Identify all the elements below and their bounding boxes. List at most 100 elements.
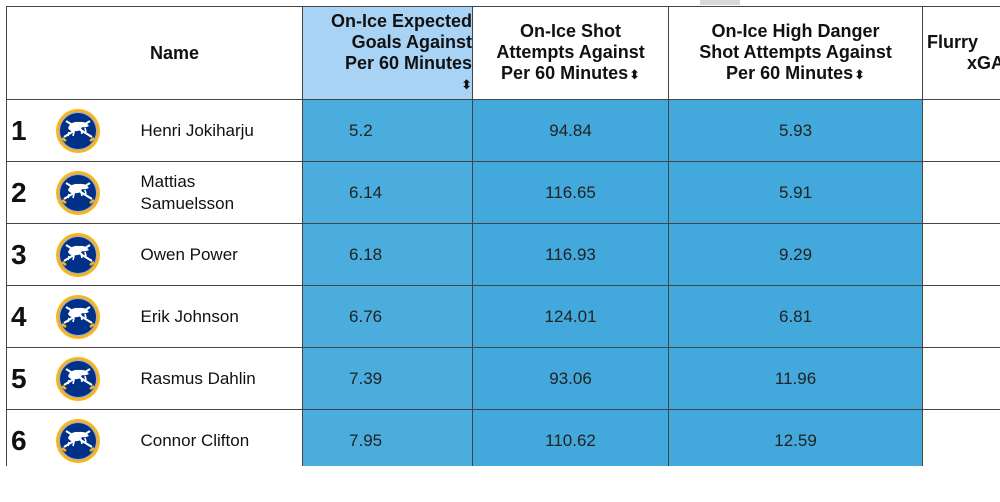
sabres-logo-icon — [55, 232, 100, 277]
column-header-name[interactable]: Name — [6, 6, 304, 100]
team-logo-cell — [46, 347, 111, 410]
player-name-cell[interactable]: Mattias Samuelsson — [110, 161, 304, 224]
player-name: Erik Johnson — [140, 306, 239, 326]
column-header-high-danger-attempts-against-per-60[interactable]: On-Ice High Danger Shot Attempts Against… — [668, 6, 924, 100]
rank-cell: 1 — [6, 99, 47, 162]
cell-value: 6.81 — [778, 306, 813, 326]
player-name: Henri Jokiharju — [140, 120, 254, 140]
table-row[interactable]: 3 Owen Power 6.18 116.93 9.29 — [6, 223, 1000, 286]
cell-value: 116.65 — [545, 182, 596, 202]
xga-per-60-cell: 5.2 — [302, 99, 474, 162]
table-row[interactable]: 4 Erik Johnson 6.76 124.01 6.81 — [6, 285, 1000, 348]
flurry-xga-cell — [922, 347, 1000, 410]
flurry-xga-cell — [922, 409, 1000, 466]
rank-number: 5 — [11, 362, 27, 394]
table-row[interactable]: 1 Henri Jokiharju 5.2 94.84 5.93 — [6, 99, 1000, 162]
header-line-text: Per 60 Minutes — [501, 63, 629, 83]
team-logo-cell — [46, 99, 111, 162]
shot-attempts-against-cell: 116.93 — [472, 223, 670, 286]
header-line: Per 60 Minutes⬍ — [670, 63, 922, 85]
player-name-cell[interactable]: Owen Power — [110, 223, 304, 286]
rank-cell: 4 — [6, 285, 47, 348]
rank-cell: 2 — [6, 161, 47, 224]
high-danger-attempts-cell: 5.93 — [668, 99, 924, 162]
cell-value: 5.2 — [349, 120, 373, 140]
sabres-logo-icon — [55, 170, 100, 215]
sabres-logo-icon — [55, 356, 100, 401]
header-line-text: Per 60 Minutes — [726, 63, 854, 83]
cell-value: 6.76 — [349, 306, 383, 326]
header-line-text: Per 60 Minutes — [344, 53, 473, 73]
rank-number: 2 — [11, 176, 27, 208]
player-name: Mattias — [140, 171, 196, 191]
cell-value: 5.91 — [778, 182, 813, 202]
cell-value: 9.29 — [778, 244, 813, 264]
table-header-row: Name On-Ice Expected Goals Against Per 6… — [6, 6, 1000, 100]
player-name: Connor Clifton — [140, 430, 250, 450]
rank-cell: 5 — [6, 347, 47, 410]
table-row[interactable]: 5 Rasmus Dahlin 7.39 93.06 11.96 — [6, 347, 1000, 410]
flurry-xga-cell — [922, 161, 1000, 224]
team-logo-cell — [46, 161, 111, 224]
cell-value: 7.39 — [349, 368, 383, 388]
xga-per-60-cell: 7.95 — [302, 409, 474, 466]
high-danger-attempts-cell: 6.81 — [668, 285, 924, 348]
table-row[interactable]: 2 Mattias Samuelsson 6.14 116.65 5.91 — [6, 161, 1000, 224]
header-line: On-Ice High Danger — [711, 21, 880, 41]
shot-attempts-against-cell: 94.84 — [472, 99, 670, 162]
high-danger-attempts-cell: 5.91 — [668, 161, 924, 224]
cell-value: 11.96 — [774, 368, 817, 388]
player-name: Owen Power — [140, 244, 238, 264]
xga-per-60-cell: 7.39 — [302, 347, 474, 410]
player-name: Rasmus Dahlin — [140, 368, 256, 388]
player-name-cell[interactable]: Rasmus Dahlin — [110, 347, 304, 410]
xga-per-60-cell: 6.18 — [302, 223, 474, 286]
defensemen-stats-table: Name On-Ice Expected Goals Against Per 6… — [6, 6, 1000, 466]
cell-value: 124.01 — [544, 306, 597, 326]
xga-per-60-cell: 6.14 — [302, 161, 474, 224]
shot-attempts-against-cell: 93.06 — [472, 347, 670, 410]
player-name-cell[interactable]: Henri Jokiharju — [110, 99, 304, 162]
header-line: Attempts Against — [496, 42, 645, 62]
stats-table-container[interactable]: Name On-Ice Expected Goals Against Per 6… — [6, 6, 1000, 466]
column-header-shot-attempts-against-per-60[interactable]: On-Ice Shot Attempts Against Per 60 Minu… — [472, 6, 670, 100]
column-header-xga-per-60[interactable]: On-Ice Expected Goals Against Per 60 Min… — [302, 6, 474, 100]
header-line: On-Ice Expected — [330, 11, 473, 31]
player-name-cell[interactable]: Erik Johnson — [110, 285, 304, 348]
sort-icon[interactable]: ⬍ — [461, 77, 473, 92]
shot-attempts-against-cell: 124.01 — [472, 285, 670, 348]
player-name-cell[interactable]: Connor Clifton — [110, 409, 304, 466]
player-name-line2: Samuelsson — [140, 193, 235, 213]
team-logo-cell — [46, 223, 111, 286]
cell-value: 12.59 — [774, 430, 817, 450]
cell-value: 6.14 — [349, 182, 383, 202]
team-logo-cell — [46, 409, 111, 466]
header-line: On-Ice Shot — [520, 21, 622, 41]
team-logo-cell — [46, 285, 111, 348]
horizontal-scroll-indicator[interactable] — [700, 0, 740, 5]
header-line: Per 60 Minutes ⬍ — [304, 53, 473, 95]
table-row[interactable]: 6 Connor Clifton 7.95 110.62 12.59 — [6, 409, 1000, 466]
header-line: xGA — [967, 53, 1000, 73]
column-header-name-label: Name — [150, 42, 200, 63]
flurry-xga-cell — [922, 285, 1000, 348]
shot-attempts-against-cell: 110.62 — [472, 409, 670, 466]
sort-icon[interactable]: ⬍ — [854, 67, 865, 82]
cell-value: 116.93 — [545, 244, 596, 264]
high-danger-attempts-cell: 9.29 — [668, 223, 924, 286]
flurry-xga-cell — [922, 99, 1000, 162]
sabres-logo-icon — [55, 294, 100, 339]
cell-value: 5.93 — [778, 120, 813, 140]
xga-per-60-cell: 6.76 — [302, 285, 474, 348]
high-danger-attempts-cell: 12.59 — [668, 409, 924, 466]
flurry-xga-cell — [922, 223, 1000, 286]
rank-number: 4 — [11, 300, 27, 332]
cell-value: 93.06 — [549, 368, 592, 388]
header-line: Shot Attempts Against — [699, 42, 892, 62]
cell-value: 110.62 — [545, 430, 596, 450]
sort-icon[interactable]: ⬍ — [629, 67, 640, 82]
cell-value: 6.18 — [349, 244, 383, 264]
rank-cell: 6 — [6, 409, 47, 466]
rank-number: 6 — [11, 424, 27, 456]
column-header-flurry-xga[interactable]: Flurry xGA — [922, 6, 1000, 100]
